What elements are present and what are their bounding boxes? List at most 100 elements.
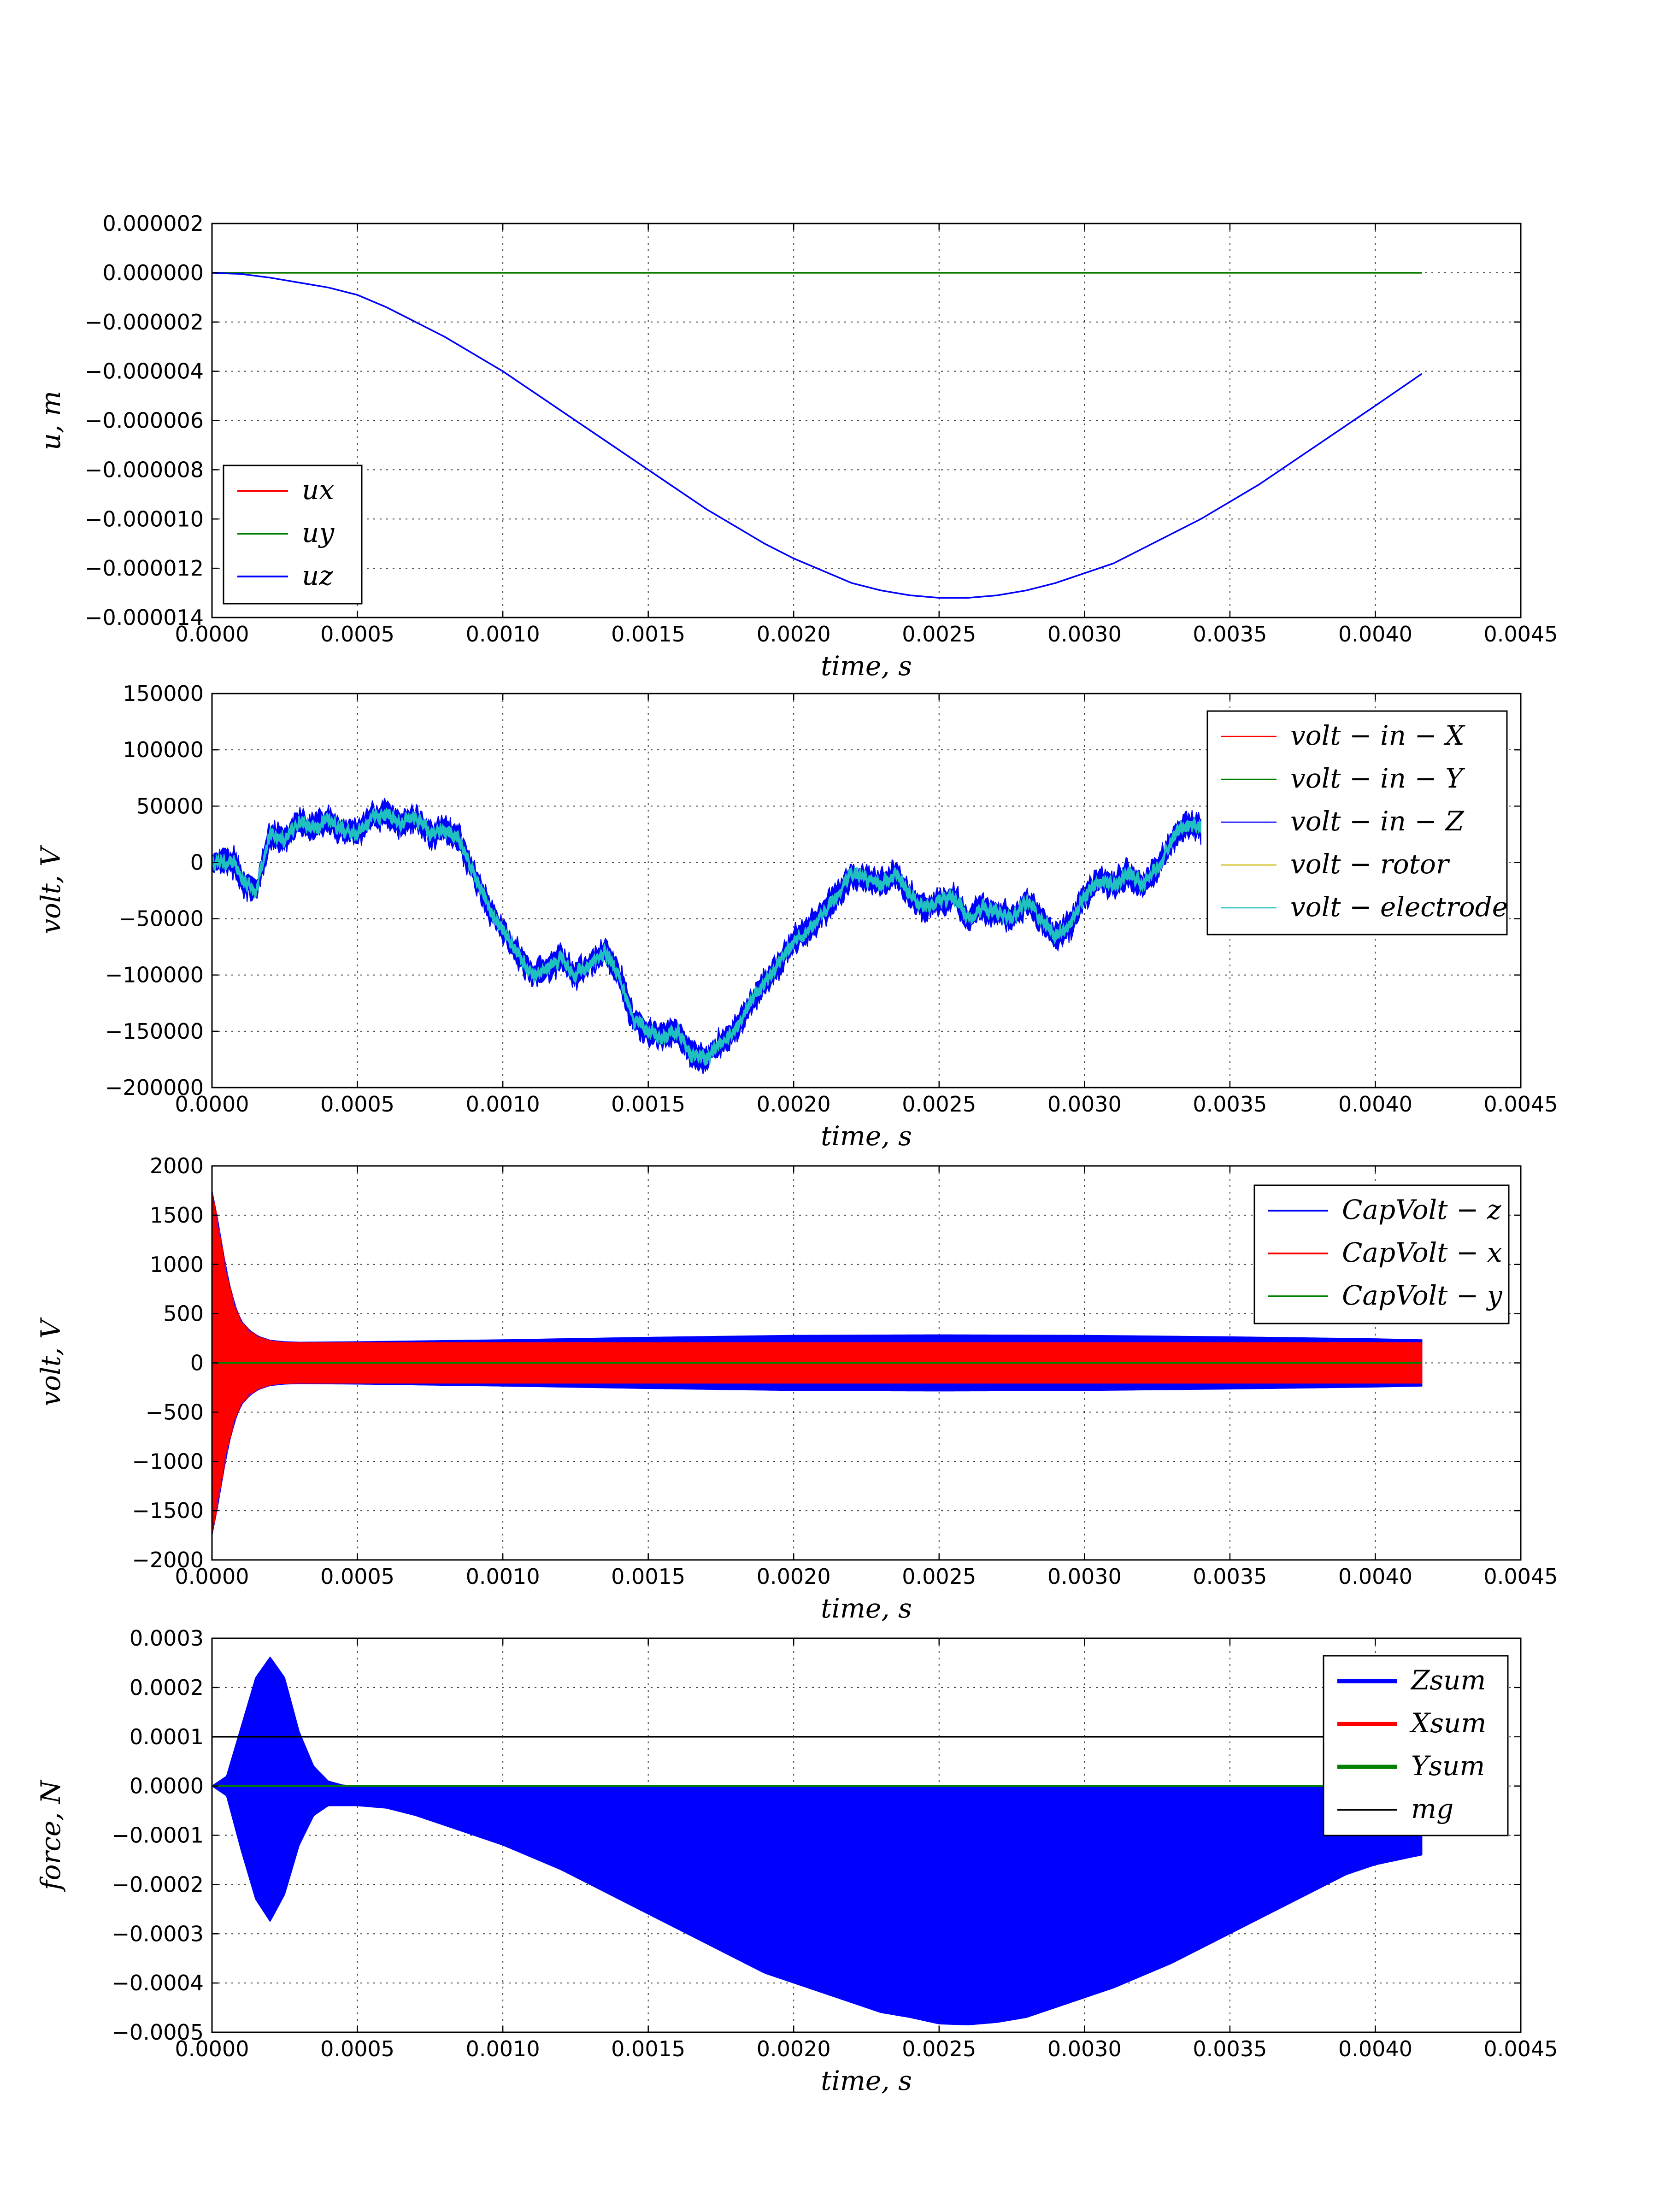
y-tick-label: 0.0000 [129, 1774, 204, 1799]
y-tick-label: −200000 [105, 1075, 204, 1100]
x-axis-label: time, s [821, 2065, 912, 2096]
x-axis-label: time, s [821, 1593, 912, 1624]
series-uz-line [212, 272, 1423, 599]
x-tick-label: 0.0000 [175, 1092, 249, 1117]
series-group [212, 798, 1201, 1074]
x-tick-label: 0.0000 [175, 2036, 249, 2061]
y-tick-label: 100000 [123, 737, 204, 762]
y-tick-label: 0 [190, 1351, 204, 1376]
y-tick-label: −0.0004 [112, 1971, 204, 1995]
y-tick-label: −0.000006 [85, 408, 204, 433]
series-volt-electrode-band [212, 807, 1201, 1066]
legend-box [1206, 710, 1508, 935]
y-axis-label: volt, V [35, 845, 66, 934]
legend: Zsum Xsum Ysum mg [1323, 1655, 1509, 1836]
x-tick-label: 0.0045 [1484, 1092, 1558, 1117]
legend-entry: volt − in − X [1290, 720, 1465, 751]
y-tick-label: 500 [163, 1301, 204, 1326]
x-tick-label: 0.0040 [1338, 1092, 1412, 1117]
x-tick-label: 0.0020 [757, 1564, 831, 1589]
chart-panel-3: 0.0000 0.0005 0.0010 0.0015 0.0020 0.0025 0.00… [35, 1153, 1558, 1624]
x-tick-label: 0.0040 [1338, 2036, 1412, 2061]
x-tick-label: 0.0005 [320, 1564, 394, 1589]
x-tick-label: 0.0045 [1484, 1564, 1558, 1589]
x-tick-label: 0.0010 [466, 2036, 540, 2061]
x-tick-label: 0.0010 [466, 1092, 540, 1117]
x-tick-label: 0.0030 [1047, 622, 1122, 647]
legend-entry: volt − rotor [1290, 848, 1450, 880]
x-tick-label: 0.0040 [1338, 1564, 1412, 1589]
legend-entry: uz [302, 560, 333, 591]
series-group [212, 1190, 1423, 1535]
legend: CapVolt − z CapVolt − x CapVolt − y [1253, 1184, 1510, 1324]
y-tick-label: −0.000012 [85, 556, 204, 581]
x-tick-label: 0.0005 [320, 1092, 394, 1117]
y-tick-label: −0.0005 [112, 2020, 204, 2045]
y-tick-label: −0.000002 [85, 310, 204, 335]
legend-entry: CapVolt − z [1342, 1194, 1501, 1225]
series-group [212, 272, 1423, 599]
y-tick-label: −50000 [118, 906, 204, 931]
y-tick-label: 50000 [136, 794, 204, 818]
y-tick-label: −150000 [105, 1019, 204, 1044]
y-tick-label: −0.000008 [85, 457, 204, 482]
x-tick-label: 0.0020 [757, 622, 831, 647]
x-tick-label: 0.0035 [1193, 622, 1267, 647]
x-axis-label: time, s [821, 1120, 912, 1152]
legend-entry: volt − electrode [1290, 891, 1508, 923]
y-tick-label: 150000 [123, 681, 204, 706]
y-tick-label: −1500 [132, 1498, 204, 1523]
x-tick-label: 0.0035 [1193, 1564, 1267, 1589]
chart-panel-4: 0.0000 0.0005 0.0010 0.0015 0.0020 0.0025 0.00… [35, 1626, 1558, 2096]
y-tick-label: −0.000014 [85, 605, 204, 630]
x-tick-label: 0.0020 [757, 2036, 831, 2061]
x-tick-label: 0.0025 [902, 2036, 976, 2061]
x-tick-label: 0.0000 [175, 622, 249, 647]
x-tick-label: 0.0035 [1193, 2036, 1267, 2061]
y-tick-label: −0.000010 [85, 506, 204, 531]
legend-entry: CapVolt − x [1342, 1237, 1502, 1268]
x-tick-label: 0.0035 [1193, 1092, 1267, 1117]
x-tick-label: 0.0015 [611, 1564, 685, 1589]
legend-entry: volt − in − Z [1290, 806, 1465, 837]
chart-panel-1: 0.0000 0.0005 0.0010 0.0015 0.0020 0.0025 0.00… [35, 211, 1558, 682]
x-tick-label: 0.0005 [320, 622, 394, 647]
y-axis-label: force, N [35, 1779, 66, 1892]
x-axis-label: time, s [821, 650, 912, 682]
legend-box [1323, 1655, 1509, 1836]
y-tick-label: −0.0002 [112, 1872, 204, 1897]
legend-entry: Zsum [1410, 1665, 1486, 1696]
x-tick-label: 0.0030 [1047, 2036, 1122, 2061]
legend-entry: ux [302, 474, 334, 506]
x-tick-label: 0.0030 [1047, 1564, 1122, 1589]
legend-entry: CapVolt − y [1342, 1280, 1503, 1311]
series-group [212, 1656, 1423, 2025]
legend-entry: Ysum [1411, 1750, 1485, 1782]
legend-entry: mg [1411, 1793, 1453, 1824]
y-tick-label: 2000 [150, 1153, 204, 1178]
y-tick-label: 0.000000 [103, 260, 204, 285]
x-tick-label: 0.0045 [1484, 2036, 1558, 2061]
legend: ux uy uz [223, 465, 363, 605]
y-tick-label: −100000 [105, 963, 204, 988]
x-tick-label: 0.0025 [902, 622, 976, 647]
x-tick-label: 0.0045 [1484, 622, 1558, 647]
x-tick-label: 0.0000 [175, 1564, 249, 1589]
y-tick-label: 0 [190, 850, 204, 875]
y-tick-label: 0.000002 [103, 211, 204, 236]
y-tick-label: −1000 [132, 1449, 204, 1474]
y-tick-label: −2000 [132, 1547, 204, 1572]
chart-panel-2: 0.0000 0.0005 0.0010 0.0015 0.0020 0.0025 0.00… [35, 681, 1558, 1152]
legend: volt − in − X volt − in − Y volt − in − Z v… [1206, 710, 1508, 935]
legend-entry: volt − in − Y [1290, 763, 1465, 794]
y-tick-label: 1500 [150, 1203, 204, 1228]
y-axis-label: volt, V [35, 1317, 66, 1406]
y-tick-label: −0.0003 [112, 1921, 204, 1946]
x-tick-label: 0.0025 [902, 1092, 976, 1117]
x-tick-label: 0.0020 [757, 1092, 831, 1117]
x-tick-label: 0.0040 [1338, 622, 1412, 647]
x-tick-label: 0.0005 [320, 2036, 394, 2061]
y-tick-label: 0.0001 [129, 1724, 204, 1749]
plot-frame [211, 693, 1522, 1088]
